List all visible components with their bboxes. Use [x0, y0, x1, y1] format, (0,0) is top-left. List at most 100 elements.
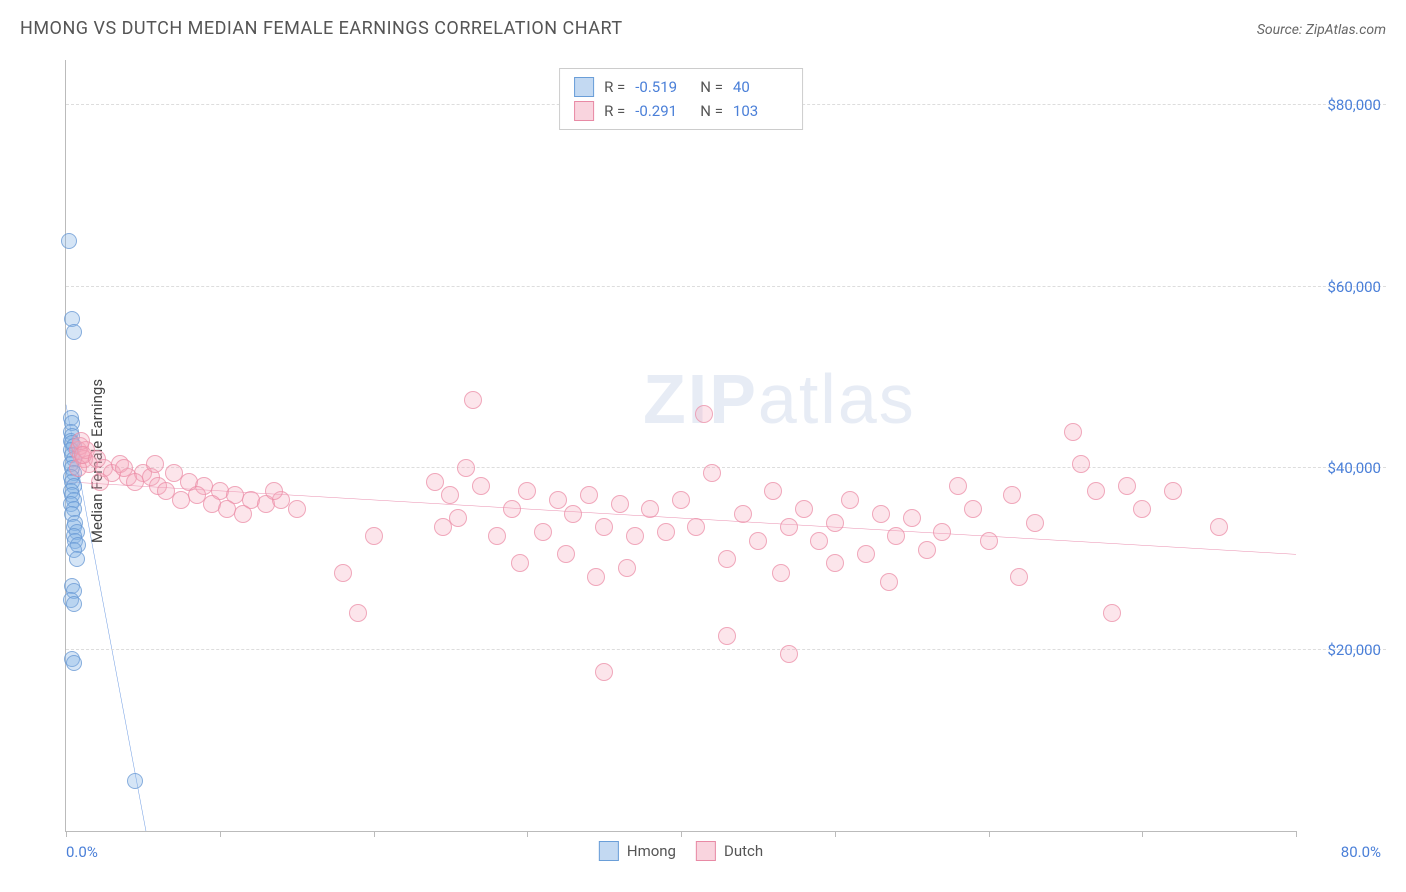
- data-point: [449, 509, 467, 527]
- data-point: [734, 505, 752, 523]
- data-point: [66, 324, 82, 340]
- data-point: [687, 518, 705, 536]
- data-point: [66, 655, 82, 671]
- data-point: [66, 596, 82, 612]
- data-point: [626, 527, 644, 545]
- data-point: [810, 532, 828, 550]
- data-point: [534, 523, 552, 541]
- data-point: [749, 532, 767, 550]
- data-point: [365, 527, 383, 545]
- trend-lines: [66, 60, 1296, 831]
- data-point: [457, 459, 475, 477]
- data-point: [518, 482, 536, 500]
- data-point: [1072, 455, 1090, 473]
- swatch-hmong-icon: [599, 841, 619, 861]
- data-point: [265, 482, 283, 500]
- plot-area: ZIPatlas R = -0.519 N = 40 R = -0.291 N …: [65, 60, 1296, 832]
- data-point: [964, 500, 982, 518]
- data-point: [841, 491, 859, 509]
- gridline: [66, 286, 1386, 287]
- data-point: [557, 545, 575, 563]
- data-point: [1210, 518, 1228, 536]
- data-point: [641, 500, 659, 518]
- y-tick-label: $60,000: [1301, 278, 1381, 296]
- data-point: [764, 482, 782, 500]
- data-point: [1133, 500, 1151, 518]
- x-tick: [220, 831, 221, 837]
- y-tick-label: $80,000: [1301, 96, 1381, 114]
- data-point: [718, 627, 736, 645]
- x-tick: [989, 831, 990, 837]
- data-point: [772, 564, 790, 582]
- data-point: [349, 604, 367, 622]
- data-point: [672, 491, 690, 509]
- data-point: [61, 233, 77, 249]
- x-tick: [66, 831, 67, 837]
- data-point: [595, 663, 613, 681]
- data-point: [795, 500, 813, 518]
- series-legend: Hmong Dutch: [599, 841, 763, 861]
- data-point: [127, 773, 143, 789]
- data-point: [580, 486, 598, 504]
- data-point: [1164, 482, 1182, 500]
- data-point: [1026, 514, 1044, 532]
- data-point: [933, 523, 951, 541]
- data-point: [549, 491, 567, 509]
- data-point: [587, 568, 605, 586]
- data-point: [69, 551, 85, 567]
- chart-title: HMONG VS DUTCH MEDIAN FEMALE EARNINGS CO…: [20, 18, 623, 39]
- legend-item-dutch: Dutch: [696, 841, 763, 861]
- data-point: [618, 559, 636, 577]
- y-tick-label: $40,000: [1301, 459, 1381, 477]
- data-point: [426, 473, 444, 491]
- data-point: [695, 405, 713, 423]
- x-tick: [527, 831, 528, 837]
- y-tick-label: $20,000: [1301, 641, 1381, 659]
- data-point: [472, 477, 490, 495]
- data-point: [887, 527, 905, 545]
- data-point: [503, 500, 521, 518]
- x-axis-min-label: 0.0%: [66, 843, 98, 861]
- swatch-dutch-icon: [696, 841, 716, 861]
- data-point: [780, 645, 798, 663]
- data-point: [564, 505, 582, 523]
- x-tick: [374, 831, 375, 837]
- data-point: [718, 550, 736, 568]
- x-tick: [1296, 831, 1297, 837]
- data-point: [334, 564, 352, 582]
- data-point: [488, 527, 506, 545]
- data-point: [872, 505, 890, 523]
- chart-container: Median Female Earnings ZIPatlas R = -0.5…: [20, 50, 1386, 872]
- gridline: [66, 467, 1386, 468]
- data-point: [980, 532, 998, 550]
- swatch-hmong-icon: [574, 77, 594, 97]
- x-tick: [835, 831, 836, 837]
- data-point: [1087, 482, 1105, 500]
- data-point: [857, 545, 875, 563]
- source-attribution: Source: ZipAtlas.com: [1257, 22, 1386, 38]
- data-point: [611, 495, 629, 513]
- data-point: [918, 541, 936, 559]
- data-point: [1003, 486, 1021, 504]
- data-point: [780, 518, 798, 536]
- data-point: [511, 554, 529, 572]
- legend-row-dutch: R = -0.291 N = 103: [574, 99, 788, 123]
- watermark: ZIPatlas: [643, 359, 916, 439]
- data-point: [91, 473, 109, 491]
- data-point: [703, 464, 721, 482]
- legend-row-hmong: R = -0.519 N = 40: [574, 75, 788, 99]
- data-point: [464, 391, 482, 409]
- data-point: [880, 573, 898, 591]
- data-point: [234, 505, 252, 523]
- swatch-dutch-icon: [574, 101, 594, 121]
- data-point: [949, 477, 967, 495]
- data-point: [826, 514, 844, 532]
- x-tick: [1142, 831, 1143, 837]
- data-point: [826, 554, 844, 572]
- gridline: [66, 649, 1386, 650]
- data-point: [657, 523, 675, 541]
- data-point: [146, 455, 164, 473]
- data-point: [1103, 604, 1121, 622]
- legend-item-hmong: Hmong: [599, 841, 676, 861]
- data-point: [595, 518, 613, 536]
